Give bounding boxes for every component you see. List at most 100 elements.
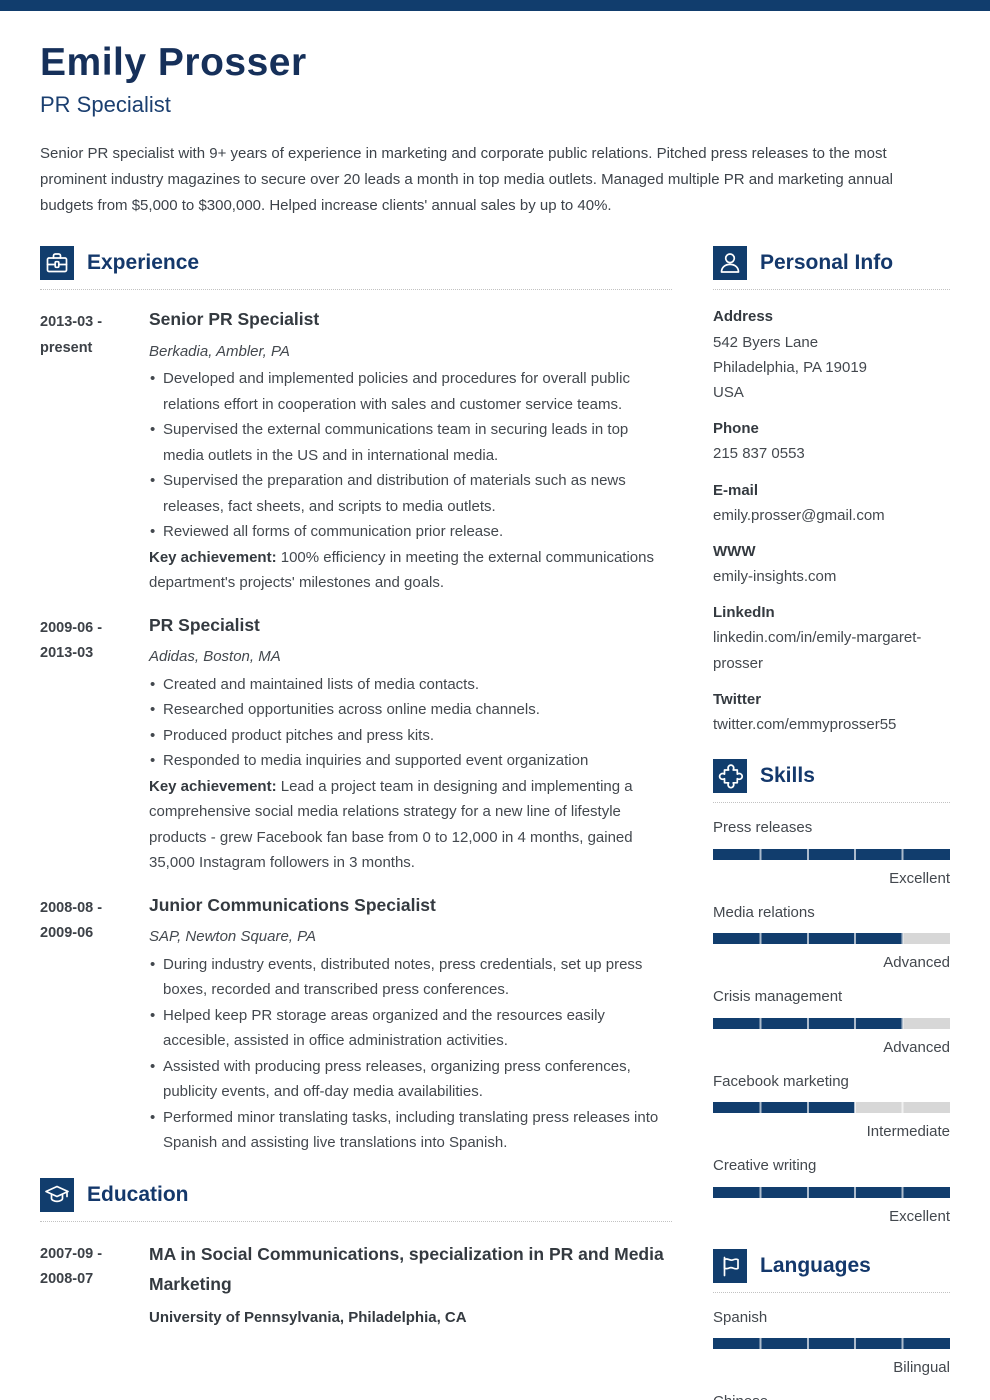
language-name: Chinese	[713, 1391, 950, 1400]
skill-item: Press releases Excellent	[713, 817, 950, 889]
job-title: PR Specialist	[149, 614, 260, 635]
experience-entry: 2009-06 - 2013-03 PR Specialist Adidas, …	[40, 613, 672, 876]
entry-dates: 2008-08 - 2009-06	[40, 899, 103, 942]
skill-rating: Excellent	[889, 1207, 950, 1225]
entry-dates: 2013-03 - present	[40, 314, 103, 356]
entry-body: Senior PR Specialist Berkadia, Ambler, P…	[149, 307, 672, 595]
info-value: USA	[713, 383, 744, 401]
info-label: Address	[713, 308, 774, 326]
skill-level-bar	[713, 933, 950, 945]
key-achievement-label: Key achievement:	[149, 777, 277, 795]
skill-level-segments	[713, 1186, 950, 1198]
skill-level-segments	[713, 848, 950, 860]
skill-name: Facebook marketing	[713, 1072, 849, 1090]
skill-item: Crisis management Advanced	[713, 986, 950, 1058]
skill-rating: Intermediate	[866, 1123, 950, 1141]
info-value: 542 Byers Lane	[713, 333, 819, 351]
skills-section-title: Skills	[760, 764, 815, 788]
graduation-cap-icon	[40, 1177, 74, 1212]
key-achievement: Key achievement: Lead a project team in …	[149, 774, 672, 876]
key-achievement-label: Key achievement:	[149, 548, 277, 566]
job-bullet: Supervised the preparation and distribut…	[149, 468, 672, 519]
skill-item: Creative writing Excellent	[713, 1155, 950, 1227]
job-bullet: Developed and implemented policies and p…	[149, 366, 672, 417]
language-name: Spanish	[713, 1308, 768, 1326]
section-education: Education 2007-09 - 2008-07 MA in Social…	[40, 1177, 672, 1331]
company: Berkadia, Ambler, PA	[149, 342, 290, 360]
info-field-phone: Phone 215 837 0553	[713, 416, 950, 466]
entry-dates: 2007-09 - 2008-07	[40, 1245, 103, 1287]
languages-section-title: Languages	[760, 1253, 871, 1277]
job-bullet: Assisted with producing press releases, …	[149, 1054, 672, 1105]
candidate-job-title: PR Specialist	[40, 92, 171, 117]
experience-entry: 2008-08 - 2009-06 Junior Communications …	[40, 893, 672, 1156]
skill-name: Press releases	[713, 819, 813, 837]
info-value: twitter.com/emmyprosser55	[713, 716, 897, 734]
degree: MA in Social Communications, specializat…	[149, 1243, 664, 1295]
key-achievement-text: 100% efficiency in meeting the external …	[149, 548, 654, 592]
skill-level-segments	[713, 1017, 950, 1029]
info-field-linkedin: LinkedIn linkedin.com/in/emily-margaret-…	[713, 600, 950, 676]
job-bullets: Developed and implemented policies and p…	[149, 366, 672, 545]
company: SAP, Newton Square, PA	[149, 928, 317, 946]
section-skills: Skills Press releases Excellent	[713, 759, 950, 1227]
job-bullet: Supervised the external communications t…	[149, 417, 672, 468]
info-value: linkedin.com/in/emily-margaret-prosser	[713, 629, 922, 672]
job-bullet: During industry events, distributed note…	[149, 952, 672, 1003]
skill-rating: Excellent	[889, 869, 950, 887]
languages-section-header: Languages	[713, 1248, 950, 1293]
job-bullet: Responded to media inquiries and support…	[149, 748, 672, 774]
skill-item: Facebook marketing Intermediate	[713, 1071, 950, 1143]
personal-info-section-header: Personal Info	[713, 246, 950, 291]
job-bullets: During industry events, distributed note…	[149, 952, 672, 1156]
education-section-title: Education	[87, 1182, 189, 1206]
job-title: Junior Communications Specialist	[149, 894, 436, 915]
job-bullet: Helped keep PR storage areas organized a…	[149, 1003, 672, 1054]
education-entry: 2007-09 - 2008-07 MA in Social Communica…	[40, 1239, 672, 1331]
candidate-name: Emily Prosser	[40, 41, 307, 84]
info-field-www: WWW emily-insights.com	[713, 539, 950, 589]
language-item: Chinese Intermediate	[713, 1391, 950, 1400]
main-column: Experience 2013-03 - present Senior PR S…	[40, 242, 672, 1400]
skill-level-bar	[713, 1102, 950, 1114]
language-item: Spanish Bilingual	[713, 1307, 950, 1379]
job-bullet: Created and maintained lists of media co…	[149, 672, 672, 698]
info-value: emily-insights.com	[713, 568, 837, 586]
info-label: LinkedIn	[713, 604, 775, 622]
experience-section-title: Experience	[87, 251, 200, 275]
key-achievement: Key achievement: 100% efficiency in meet…	[149, 545, 672, 596]
puzzle-icon	[713, 759, 747, 794]
info-label: Phone	[713, 420, 759, 438]
skill-level-bar	[713, 848, 950, 860]
company: Adidas, Boston, MA	[149, 648, 281, 666]
section-personal-info: Personal Info Address 542 Byers Lane Phi…	[713, 246, 950, 737]
info-label: Twitter	[713, 690, 762, 708]
key-achievement-text: Lead a project team in designing and imp…	[149, 777, 633, 872]
skill-rating: Advanced	[883, 954, 950, 972]
language-level-bar	[713, 1338, 950, 1350]
education-section-header: Education	[40, 1177, 672, 1222]
professional-summary: Senior PR specialist with 9+ years of ex…	[40, 145, 893, 214]
language-rating: Bilingual	[893, 1359, 950, 1377]
section-languages: Languages Spanish Bilingual Chin	[713, 1248, 950, 1400]
entry-body: PR Specialist Adidas, Boston, MA Created…	[149, 613, 672, 876]
skill-level-bar	[713, 1186, 950, 1198]
skill-name: Crisis management	[713, 988, 843, 1006]
job-bullet: Reviewed all forms of communication prio…	[149, 519, 672, 545]
info-value: 215 837 0553	[713, 445, 805, 463]
experience-section-header: Experience	[40, 246, 672, 291]
job-bullets: Created and maintained lists of media co…	[149, 672, 672, 774]
entry-dates: 2009-06 - 2013-03	[40, 619, 103, 662]
top-accent-bar	[0, 0, 990, 11]
info-label: WWW	[713, 542, 756, 560]
skill-item: Media relations Advanced	[713, 902, 950, 974]
job-title: Senior PR Specialist	[149, 309, 320, 330]
job-bullet: Researched opportunities across online m…	[149, 697, 672, 723]
info-value: Philadelphia, PA 19019	[713, 358, 868, 376]
skill-level-bar	[713, 1017, 950, 1029]
skills-section-header: Skills	[713, 759, 950, 804]
briefcase-icon	[40, 246, 74, 281]
job-bullet: Produced product pitches and press kits.	[149, 723, 672, 749]
personal-info-section-title: Personal Info	[760, 251, 894, 275]
